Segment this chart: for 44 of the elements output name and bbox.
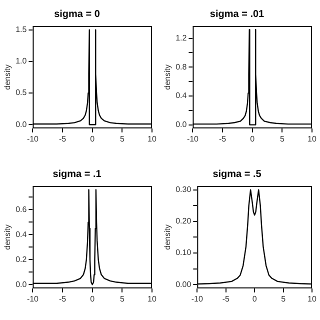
x-tick-label: 0 <box>250 134 256 144</box>
x-tick-label: 0 <box>90 294 96 304</box>
y-axis-title: density <box>3 224 12 250</box>
chart-title: sigma = .5 <box>212 168 262 180</box>
x-tick-label: 0 <box>90 134 96 144</box>
x-tick-label: -10 <box>191 294 204 304</box>
x-tick-label: -10 <box>186 134 200 144</box>
x-tick-label: -5 <box>58 134 67 144</box>
x-tick-label: -5 <box>58 294 67 304</box>
y-tick-label: 0.4 <box>176 91 188 100</box>
chart-title: sigma = .01 <box>210 8 265 20</box>
x-tick-label: 10 <box>308 134 317 144</box>
x-tick-label: -5 <box>222 294 230 304</box>
x-tick-label: -5 <box>218 134 227 144</box>
x-tick-label: -10 <box>26 294 40 304</box>
y-tick-label: 0.30 <box>176 184 192 194</box>
chart-title: sigma = 0 <box>54 8 100 20</box>
x-tick-label: 5 <box>280 134 285 144</box>
x-tick-label: 0 <box>252 294 258 304</box>
chart-title: sigma = .1 <box>52 168 102 180</box>
y-tick-label: 0.6 <box>16 204 28 214</box>
x-tick-label: 5 <box>281 294 286 304</box>
y-axis-title: density <box>3 64 12 90</box>
x-tick-label: 5 <box>120 294 125 304</box>
x-tick-label: 5 <box>120 134 125 144</box>
y-tick-label: 0.10 <box>176 248 192 258</box>
y-tick-label: 0.4 <box>16 230 28 239</box>
y-tick-label: 1.0 <box>16 56 28 66</box>
y-tick-label: 0.0 <box>176 120 188 129</box>
y-tick-label: 0.8 <box>176 62 188 72</box>
x-tick-label: 10 <box>308 294 317 304</box>
y-tick-label: 1.2 <box>176 33 188 42</box>
y-tick-label: 0.0 <box>16 280 28 289</box>
y-tick-label: 0.2 <box>16 254 28 264</box>
y-tick-label: 0.0 <box>16 120 28 129</box>
y-tick-label: 0.5 <box>16 88 28 98</box>
y-tick-label: 0.00 <box>176 280 192 289</box>
x-tick-label: -10 <box>26 134 40 144</box>
y-tick-label: 1.5 <box>16 24 28 34</box>
x-tick-label: 10 <box>148 294 157 304</box>
y-axis-title: density <box>163 224 172 250</box>
x-tick-label: 10 <box>148 134 157 144</box>
y-tick-label: 0.20 <box>176 216 192 226</box>
y-axis-title: density <box>163 64 172 90</box>
